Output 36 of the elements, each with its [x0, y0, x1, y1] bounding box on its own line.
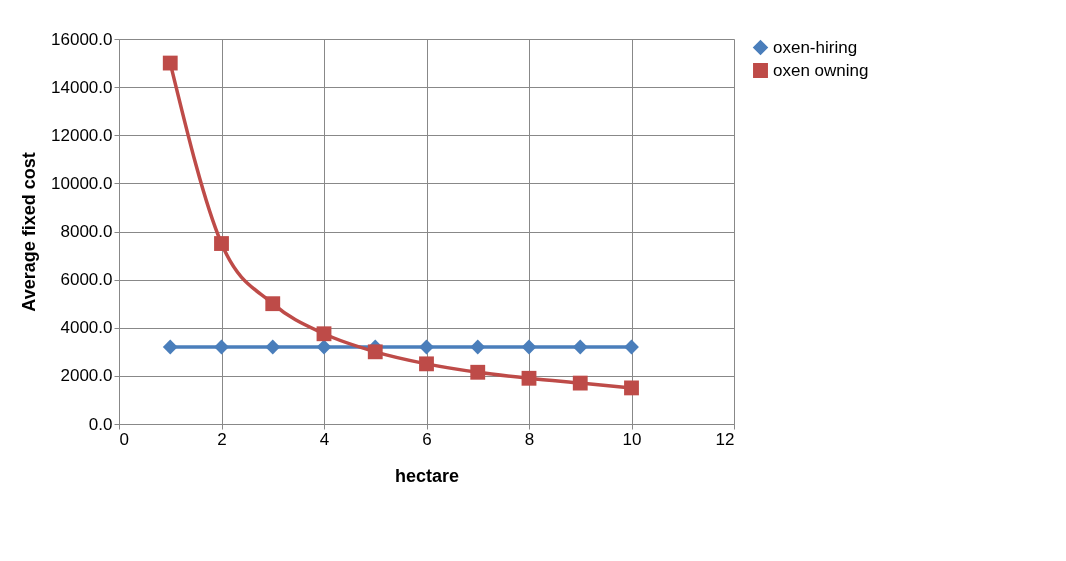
- point: [521, 339, 537, 355]
- y-axis-title: Average fixed cost: [19, 152, 40, 312]
- y-tick-label: 2000.0: [60, 366, 113, 386]
- point: [265, 339, 281, 355]
- x-tick-label: 10: [622, 429, 642, 449]
- x-tick-label: 8: [524, 429, 535, 449]
- point: [367, 344, 383, 360]
- point: [419, 356, 434, 372]
- y-tick-label: 6000.0: [60, 270, 113, 290]
- x-tick-label: 2: [217, 429, 227, 449]
- point: [162, 55, 178, 71]
- y-tick-label: 10000.0: [51, 173, 113, 193]
- legend-label: oxen owning: [773, 60, 869, 80]
- y-tick-label: 12000.0: [51, 125, 113, 145]
- point: [572, 375, 588, 391]
- x-tick-label: 6: [422, 429, 432, 449]
- point: [470, 364, 486, 380]
- point: [624, 380, 639, 396]
- x-tick-label: 12: [715, 429, 735, 449]
- point: [572, 339, 588, 355]
- x-tick-label: 4: [319, 429, 330, 449]
- point: [265, 296, 281, 312]
- y-tick-label: 4000.0: [60, 318, 113, 338]
- point: [521, 370, 537, 386]
- y-tick-label: 16000.0: [51, 29, 113, 49]
- point: [162, 339, 178, 355]
- point: [316, 326, 332, 342]
- y-tick-label: 0.0: [88, 414, 113, 434]
- x-tick-label: 0: [119, 429, 129, 449]
- y-tick-label: 8000.0: [60, 222, 113, 241]
- legend-label: oxen-hiring: [773, 37, 858, 57]
- point: [214, 236, 229, 251]
- x-axis-title: hectare: [394, 465, 460, 486]
- y-tick-label: 14000.0: [51, 77, 113, 97]
- point: [470, 339, 486, 355]
- point: [316, 339, 332, 355]
